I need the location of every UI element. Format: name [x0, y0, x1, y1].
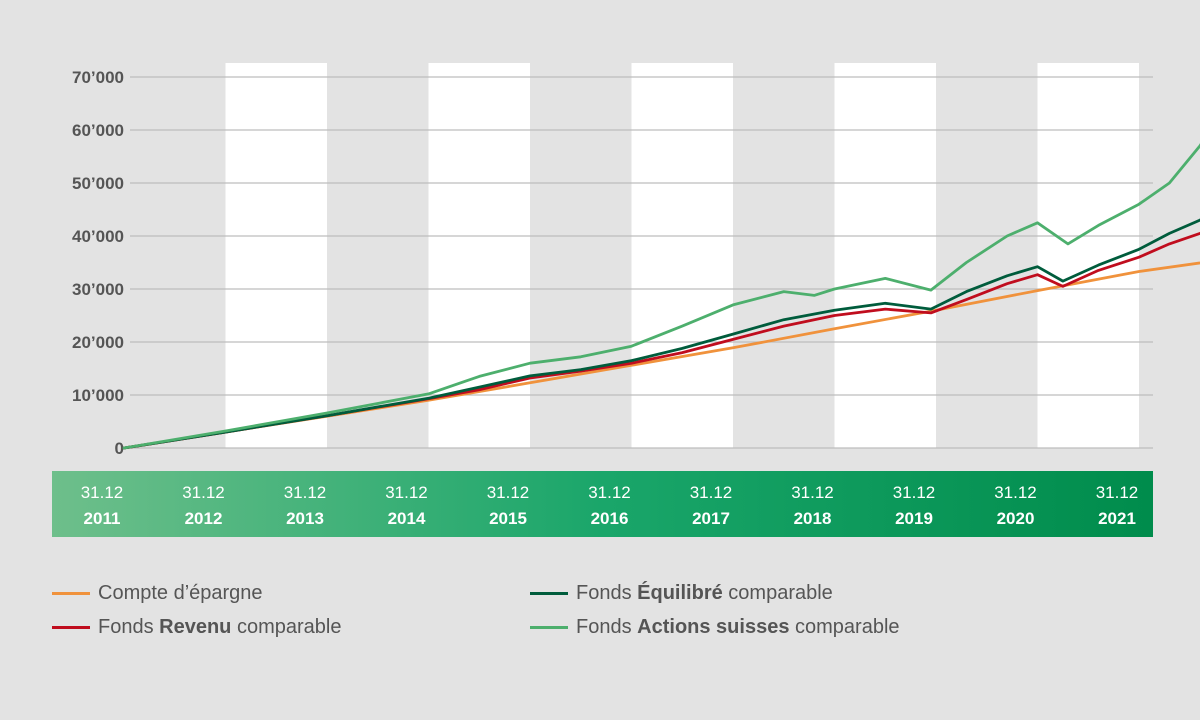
x-tick-date: 31.12	[284, 483, 327, 502]
legend-swatch-actions	[530, 626, 568, 629]
line-chart: 0 10’000 20’000 30’000 40’000 50’000 60’000 70’…	[52, 63, 1200, 537]
y-tick-label: 20’000	[72, 333, 124, 352]
x-tick-year: 2020	[997, 509, 1035, 528]
year-stripe	[834, 63, 936, 448]
x-tick-date: 31.12	[81, 483, 124, 502]
x-tick-date: 31.12	[1096, 483, 1139, 502]
x-tick-year: 2018	[794, 509, 832, 528]
x-tick-year: 2019	[895, 509, 933, 528]
x-tick-date: 31.12	[994, 483, 1037, 502]
year-stripes	[225, 63, 1139, 448]
x-tick-year: 2012	[185, 509, 223, 528]
y-tick-label: 70’000	[72, 68, 124, 87]
x-tick-year: 2011	[84, 509, 121, 528]
legend-swatch-revenu	[52, 626, 90, 629]
legend-label-savings: Compte d’épargne	[98, 582, 263, 604]
legend: Compte d’épargne Fonds Revenu comparable…	[52, 582, 1052, 652]
legend-label-actions-suffix: comparable	[789, 616, 900, 638]
x-tick-date: 31.12	[893, 483, 936, 502]
x-tick-date: 31.12	[182, 483, 225, 502]
year-stripe	[428, 63, 530, 448]
y-axis-ticks: 0 10’000 20’000 30’000 40’000 50’000 60’000 70’…	[72, 68, 124, 458]
legend-label-actions-bold: Actions suisses	[637, 616, 790, 638]
legend-label-equilibre-bold: Équilibré	[637, 582, 723, 604]
y-tick-label: 10’000	[72, 386, 124, 405]
legend-label-revenu-bold: Revenu	[159, 616, 232, 638]
x-axis-ticks: 31.12 2011 31.12 2012 31.12 2013 31.12 2014 31.1…	[81, 483, 1139, 528]
x-tick-year: 2017	[692, 509, 730, 528]
x-tick-year: 2021	[1098, 509, 1136, 528]
legend-swatch-equilibre	[530, 592, 568, 595]
x-tick-date: 31.12	[588, 483, 631, 502]
y-tick-label: 0	[115, 439, 124, 458]
legend-label-actions-prefix: Fonds	[576, 616, 638, 638]
year-stripe	[631, 63, 733, 448]
x-tick-date: 31.12	[690, 483, 733, 502]
x-tick-date: 31.12	[385, 483, 428, 502]
series-lines	[122, 143, 1200, 450]
x-tick-year: 2015	[489, 509, 527, 528]
legend-item-equilibre: Fonds Équilibré comparable	[530, 582, 833, 605]
year-stripe	[225, 63, 327, 448]
legend-label-revenu-prefix: Fonds	[98, 616, 160, 638]
legend-swatch-savings	[52, 592, 90, 595]
x-tick-year: 2014	[388, 509, 426, 528]
legend-item-revenu: Fonds Revenu comparable	[52, 616, 341, 639]
x-tick-year: 2016	[591, 509, 629, 528]
y-tick-label: 30’000	[72, 280, 124, 299]
legend-item-actions: Fonds Actions suisses comparable	[530, 616, 900, 639]
series-line-3	[122, 143, 1200, 450]
series-line-2	[122, 218, 1200, 450]
x-axis-band	[52, 471, 1153, 537]
legend-label-equilibre-suffix: comparable	[722, 582, 833, 604]
y-tick-label: 40’000	[72, 227, 124, 246]
legend-item-savings: Compte d’épargne	[52, 582, 263, 605]
x-tick-date: 31.12	[487, 483, 530, 502]
x-tick-year: 2013	[286, 509, 324, 528]
y-tick-label: 60’000	[72, 121, 124, 140]
legend-label-equilibre-prefix: Fonds	[576, 582, 638, 604]
legend-label-revenu-suffix: comparable	[231, 616, 342, 638]
y-tick-label: 50’000	[72, 174, 124, 193]
x-tick-date: 31.12	[791, 483, 834, 502]
series-line-1	[122, 231, 1200, 450]
